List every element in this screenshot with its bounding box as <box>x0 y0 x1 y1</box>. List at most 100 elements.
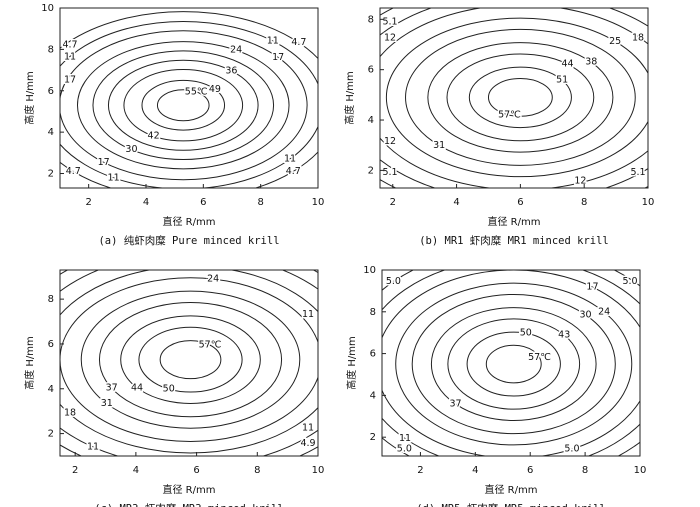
y-tick-label: 4 <box>48 127 54 138</box>
contour-label: 50 <box>163 383 175 394</box>
contour-label: 24 <box>230 45 242 56</box>
caption: (b) MR1 虾肉糜 MR1 minced krill <box>419 234 609 247</box>
contour-line <box>141 79 226 131</box>
contour-line <box>60 20 318 188</box>
contour-line <box>487 77 553 117</box>
contour-label: 5.0 <box>397 444 412 455</box>
contour-label: 57℃ <box>498 110 521 121</box>
contour-label: 12 <box>384 136 396 147</box>
contour-label: 11 <box>284 154 296 165</box>
contour-line <box>120 315 261 404</box>
x-axis-label: 直径 R/mm <box>485 483 538 496</box>
y-axis-label: 高度 H/mm <box>23 336 36 390</box>
contour-label: 42 <box>148 131 160 142</box>
contour-line <box>411 293 616 435</box>
contour-label: 11 <box>399 433 411 444</box>
contour-label: 18 <box>64 408 76 419</box>
y-tick-label: 4 <box>370 390 376 401</box>
y-axis-label: 高度 H/mm <box>343 71 356 125</box>
contour-line <box>430 307 597 421</box>
x-tick-label: 8 <box>257 197 263 208</box>
contour-label: 49 <box>209 84 221 95</box>
contour-label: 24 <box>598 307 610 318</box>
contour-lines <box>60 270 318 456</box>
contour-label: 30 <box>580 309 592 320</box>
contour-line <box>76 41 290 170</box>
contour-label: 18 <box>632 32 644 43</box>
y-tick-label: 4 <box>368 115 374 126</box>
contour-label: 4.9 <box>300 438 315 449</box>
contour-label: 44 <box>131 382 143 393</box>
y-tick-label: 8 <box>48 294 54 305</box>
x-tick-label: 4 <box>472 465 478 476</box>
contour-line <box>60 30 308 181</box>
x-axis-label: 直径 R/mm <box>163 483 216 496</box>
contour-label: 57℃ <box>199 340 222 351</box>
contour-label: 57℃ <box>528 352 551 363</box>
y-axis-label: 高度 H/mm <box>345 336 358 390</box>
contour-label: 24 <box>207 273 219 284</box>
contour-label: 11 <box>108 172 120 183</box>
contour-line <box>395 282 633 446</box>
contour-label: 17 <box>586 282 598 293</box>
y-tick-label: 2 <box>368 165 374 176</box>
contour-line <box>382 270 640 456</box>
caption: (c) MR3 虾肉糜 MR3 minced krill <box>94 502 284 507</box>
contour-line <box>468 66 572 129</box>
contour-label: 11 <box>302 423 314 434</box>
contour-label: 4.7 <box>291 37 306 48</box>
y-tick-label: 2 <box>370 432 376 443</box>
contour-line <box>80 290 301 429</box>
contour-line <box>138 326 243 393</box>
contour-label: 5.1 <box>630 167 645 178</box>
contour-line <box>405 28 636 166</box>
y-tick-label: 10 <box>41 3 54 14</box>
contour-label: 36 <box>225 65 237 76</box>
x-tick-label: 6 <box>527 465 533 476</box>
contour-label: 17 <box>64 74 76 85</box>
x-tick-label: 6 <box>517 197 523 208</box>
contour-line <box>466 331 561 397</box>
contour-line <box>485 344 542 384</box>
contour-line <box>92 50 275 161</box>
contour-label: 4.7 <box>286 166 301 177</box>
contour-lines <box>60 11 318 188</box>
contour-label: 5.0 <box>386 276 401 287</box>
contour-label: 12 <box>384 32 396 43</box>
x-tick-label: 4 <box>143 197 149 208</box>
y-tick-label: 4 <box>48 384 54 395</box>
contour-label: 5.0 <box>564 444 579 455</box>
y-tick-label: 6 <box>48 339 54 350</box>
contour-label: 43 <box>558 330 570 341</box>
y-tick-label: 2 <box>48 169 54 180</box>
contour-label: 31 <box>433 140 445 151</box>
plot-frame <box>59 7 319 189</box>
y-tick-label: 10 <box>363 265 376 276</box>
contour-label: 17 <box>98 157 110 168</box>
contour-line <box>60 270 318 456</box>
plot-frame <box>379 7 649 189</box>
contour-label: 17 <box>272 52 284 63</box>
contour-line <box>60 270 318 454</box>
contour-line <box>60 11 318 188</box>
plot-frame <box>59 269 319 457</box>
contour-lines <box>380 8 648 188</box>
plot-frame <box>381 269 641 457</box>
contour-label: 5.0 <box>622 276 637 287</box>
y-axis-label: 高度 H/mm <box>23 71 36 125</box>
x-tick-label: 8 <box>254 465 260 476</box>
x-tick-label: 2 <box>85 197 91 208</box>
x-tick-label: 8 <box>581 197 587 208</box>
contour-line <box>427 42 614 153</box>
y-tick-label: 6 <box>368 65 374 76</box>
contour-line <box>60 277 318 443</box>
contour-line <box>380 8 648 188</box>
x-tick-label: 10 <box>642 197 655 208</box>
contour-label: 55℃ <box>185 86 208 97</box>
y-tick-label: 8 <box>370 307 376 318</box>
contour-label: 25 <box>609 36 621 47</box>
